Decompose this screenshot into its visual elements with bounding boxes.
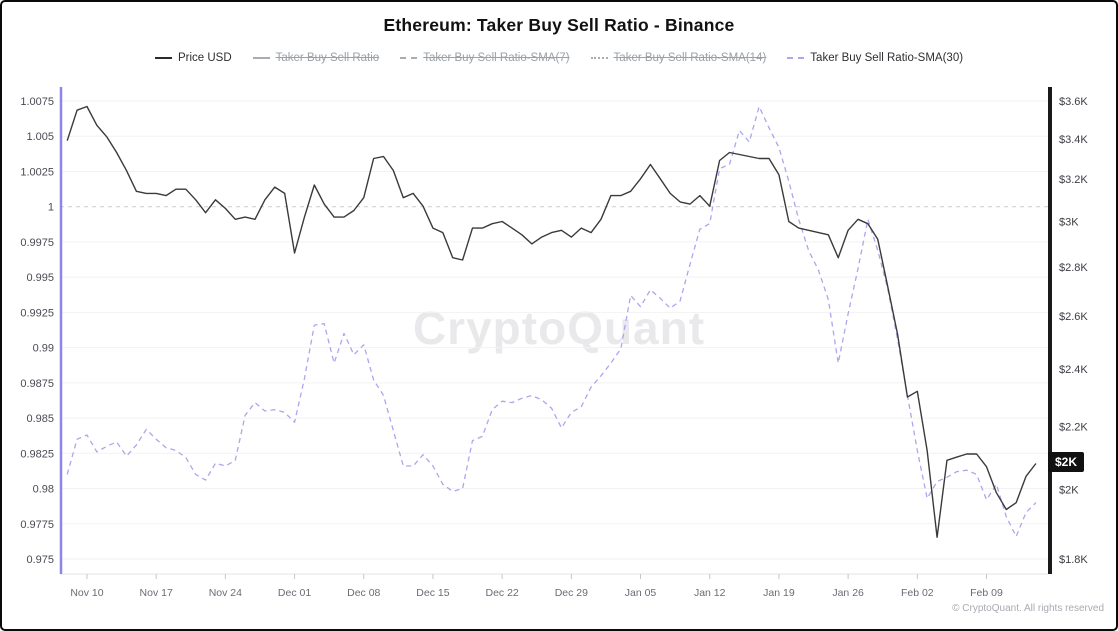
left-axis-tick-label: 0.985 [26, 413, 54, 425]
right-axis-tick-label: $2K [1059, 484, 1079, 496]
x-axis-tick-label: Feb 02 [901, 587, 934, 599]
right-axis-tick-label: $3.6K [1059, 96, 1088, 108]
solid-line-marker-icon [154, 57, 172, 59]
x-axis-tick-label: Nov 24 [209, 587, 242, 599]
legend-label: Taker Buy Sell Ratio [275, 52, 380, 64]
x-axis-tick-label: Feb 09 [970, 587, 1003, 599]
legend-label: Taker Buy Sell Ratio-SMA(14) [613, 52, 767, 64]
price-line-series [66, 105, 1037, 538]
dashed-line-marker-icon [400, 57, 418, 59]
right-axis-tick-label: $2.2K [1059, 421, 1088, 433]
x-axis-tick-label: Dec 08 [347, 587, 380, 599]
right-axis-tick-label: $3K [1059, 216, 1079, 228]
legend-item-sma7[interactable]: Taker Buy Sell Ratio-SMA(7) [400, 52, 570, 64]
left-axis-tick-label: 0.9775 [20, 519, 54, 531]
x-axis-tick-label: Dec 22 [485, 587, 518, 599]
legend-item-sma14[interactable]: Taker Buy Sell Ratio-SMA(14) [590, 52, 767, 64]
x-axis-tick-label: Jan 12 [694, 587, 726, 599]
dotted-line-marker-icon [590, 57, 608, 59]
left-axis-tick-label: 1.0025 [20, 166, 54, 178]
legend-label: Taker Buy Sell Ratio-SMA(7) [423, 52, 570, 64]
right-axis-tick-label: $3.2K [1059, 174, 1088, 186]
last-price-badge: $2K [1048, 452, 1085, 473]
left-axis-tick-label: 1 [48, 202, 54, 214]
chart-title: Ethereum: Taker Buy Sell Ratio - Binance [383, 15, 735, 35]
dashed-line-marker-icon [787, 57, 805, 59]
right-axis-tick-label: $2.4K [1059, 364, 1088, 376]
x-axis-tick-label: Jan 19 [763, 587, 795, 599]
right-axis-tick-label: $1.8K [1059, 554, 1088, 566]
legend-item-price-usd[interactable]: Price USD [154, 52, 232, 64]
left-axis-tick-label: 0.9925 [20, 307, 54, 319]
x-axis-tick-label: Dec 29 [555, 587, 588, 599]
legend: Price USD Taker Buy Sell Ratio Taker Buy… [2, 52, 1116, 64]
legend-item-sma30[interactable]: Taker Buy Sell Ratio-SMA(30) [787, 52, 963, 64]
left-axis-tick-label: 0.98 [33, 484, 54, 496]
x-axis-tick-label: Dec 01 [278, 587, 311, 599]
legend-label: Taker Buy Sell Ratio-SMA(30) [810, 52, 964, 64]
left-axis-tick-label: 0.995 [26, 272, 54, 284]
left-axis-tick-label: 0.99 [33, 343, 54, 355]
left-axis-tick-label: 0.9825 [20, 448, 54, 460]
x-axis-tick-label: Nov 10 [70, 587, 103, 599]
legend-label: Price USD [177, 52, 232, 64]
left-axis-tick-label: 0.975 [26, 554, 54, 566]
right-axis-tick-label: $3.4K [1059, 134, 1088, 146]
legend-item-taker-buy-sell-ratio[interactable]: Taker Buy Sell Ratio [252, 52, 380, 64]
left-axis-tick-label: 1.005 [26, 131, 54, 143]
cryptoquant-watermark: CryptoQuant [412, 302, 706, 354]
x-axis-tick-label: Nov 17 [140, 587, 173, 599]
left-axis-tick-label: 0.9975 [20, 237, 54, 249]
sma30-line-series [66, 105, 1037, 538]
right-axis-tick-label: $2.8K [1059, 262, 1088, 274]
solid-line-marker-icon [252, 57, 270, 59]
right-axis-tick-label: $2.6K [1059, 311, 1088, 323]
left-axis-tick-label: 0.9875 [20, 378, 54, 390]
x-axis-tick-label: Jan 26 [832, 587, 864, 599]
copyright-note: © CryptoQuant. All rights reserved [952, 603, 1104, 614]
x-axis-tick-label: Dec 15 [416, 587, 449, 599]
left-axis-tick-label: 1.0075 [20, 96, 54, 108]
x-axis-tick-label: Jan 05 [625, 587, 657, 599]
